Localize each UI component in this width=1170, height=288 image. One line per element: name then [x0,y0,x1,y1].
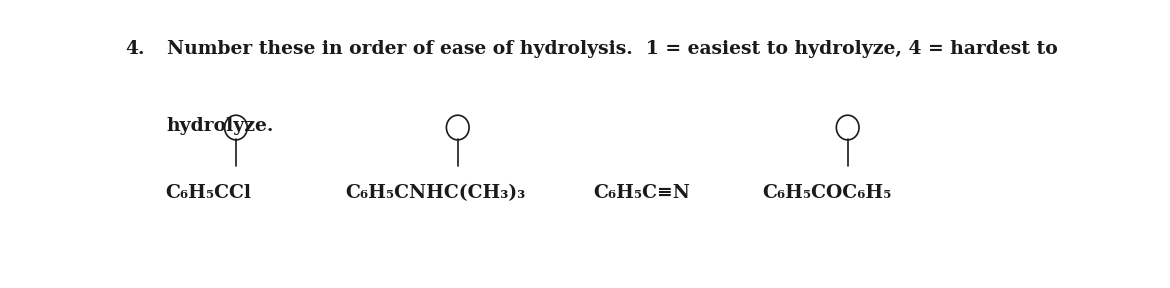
Text: hydrolyze.: hydrolyze. [167,117,274,134]
Text: C₆H₅C≡N: C₆H₅C≡N [593,184,690,202]
Text: C₆H₅COC₆H₅: C₆H₅COC₆H₅ [763,184,892,202]
Text: C₆H₅CCl: C₆H₅CCl [165,184,252,202]
Text: Number these in order of ease of hydrolysis.  1 = easiest to hydrolyze, 4 = hard: Number these in order of ease of hydroly… [167,40,1058,58]
Text: C₆H₅CNHC(CH₃)₃: C₆H₅CNHC(CH₃)₃ [345,184,525,202]
Text: 4.: 4. [125,40,145,58]
